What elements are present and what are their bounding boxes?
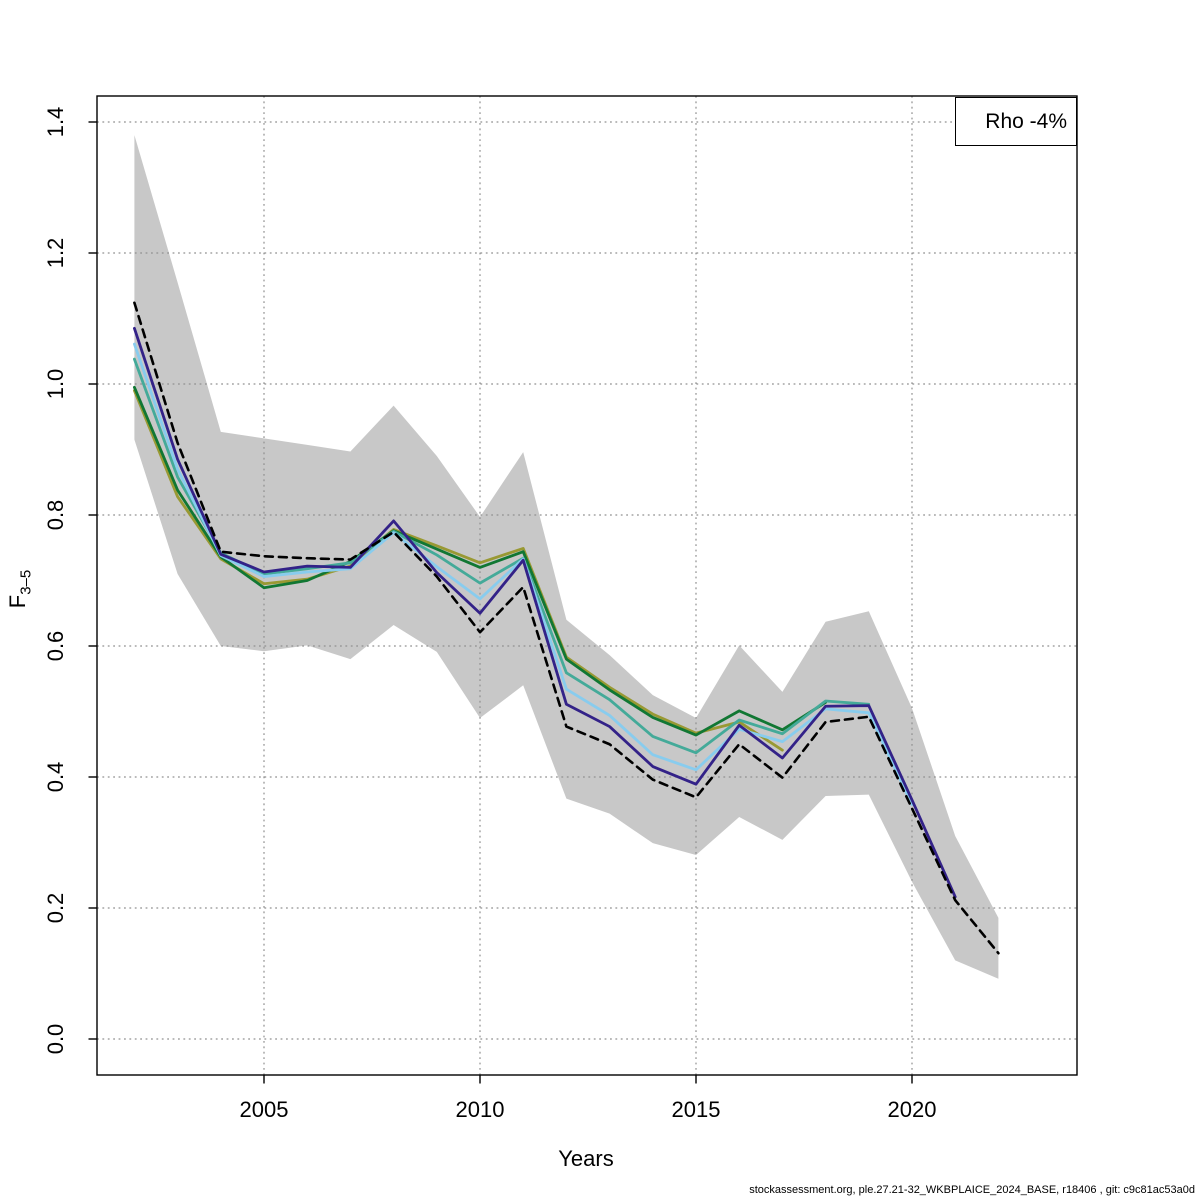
y-axis-title-subscript: 3–5 [17, 569, 35, 595]
series-line-peel-2018 [132, 385, 827, 737]
x-tick-label-2010: 2010 [456, 1097, 505, 1122]
x-tick-label-2015: 2015 [672, 1097, 721, 1122]
base-run-confidence-band [134, 135, 999, 979]
y-tick-label-0.0: 0.0 [43, 1024, 68, 1055]
series-line-peel-2021 [132, 326, 957, 899]
y-axis-title-main: F [5, 594, 30, 609]
y-tick-label-0.2: 0.2 [43, 893, 68, 924]
y-tick-label-0.8: 0.8 [43, 500, 68, 531]
legend-label: Rho -4% [985, 109, 1067, 133]
y-tick-label-1.4: 1.4 [43, 107, 68, 138]
x-tick-label-2005: 2005 [240, 1097, 289, 1122]
footer-citation: stockassessment.org, ple.27.21-32_WKBPLA… [749, 1184, 1195, 1196]
y-tick-label-1.0: 1.0 [43, 369, 68, 400]
x-tick-label-2020: 2020 [888, 1097, 937, 1122]
y-tick-label-0.6: 0.6 [43, 631, 68, 662]
y-tick-label-0.4: 0.4 [43, 762, 68, 793]
series-line-base-run [133, 301, 1000, 955]
x-axis-title: Years [558, 1146, 614, 1171]
legend-box: Rho -4% [955, 97, 1077, 146]
plot-frame [96, 95, 1078, 1076]
y-tick-label-1.2: 1.2 [43, 238, 68, 269]
y-axis-title: F3–5 [0, 519, 38, 659]
